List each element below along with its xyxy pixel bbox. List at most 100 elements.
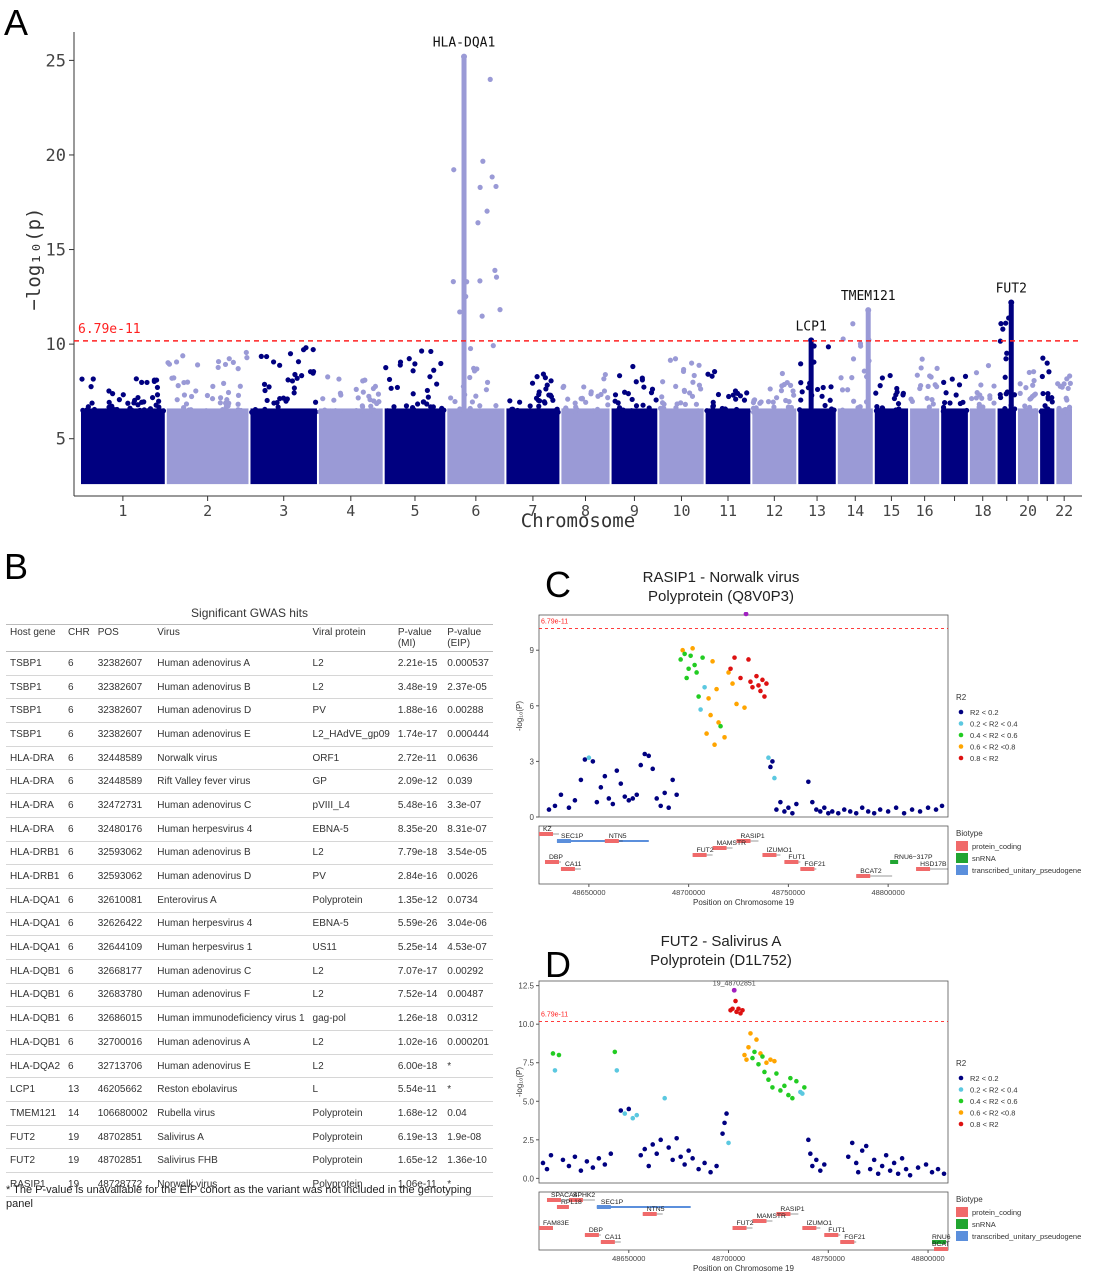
snp-point bbox=[419, 348, 425, 354]
snp-point bbox=[264, 397, 270, 404]
panel-c-snp-point bbox=[742, 705, 747, 710]
snp-point bbox=[520, 409, 526, 415]
panel-d-snp-point bbox=[726, 1140, 731, 1146]
panel-c-snp-point bbox=[666, 805, 671, 811]
panel-d-snp-point bbox=[614, 1068, 620, 1073]
chromosome-band bbox=[997, 408, 1016, 485]
cell-pvalue-mi: 5.59e-26 bbox=[393, 912, 444, 937]
chromosome-7-points bbox=[506, 371, 561, 485]
panel-d-snp-point bbox=[674, 1135, 679, 1141]
snp-point bbox=[210, 383, 216, 389]
snp-point bbox=[691, 372, 697, 379]
snp-point bbox=[374, 400, 380, 407]
panel-d-snp-point bbox=[760, 1054, 765, 1059]
panel-d-snp-point bbox=[774, 1071, 779, 1076]
snp-point bbox=[791, 392, 797, 398]
panel-d-snp-point bbox=[696, 1166, 701, 1172]
snp-point bbox=[712, 409, 718, 415]
snp-point bbox=[969, 395, 975, 402]
cell-pvalue-mi: 7.79e-18 bbox=[393, 841, 444, 866]
panel-c-snp-point bbox=[917, 809, 923, 814]
cell-pvalue-mi: 2.09e-12 bbox=[393, 769, 444, 795]
peak-top-point bbox=[865, 307, 872, 314]
snp-point bbox=[141, 407, 147, 413]
panel-d-snp-point bbox=[626, 1106, 632, 1112]
snp-point bbox=[262, 387, 268, 394]
peak-label: TMEM121 bbox=[841, 289, 896, 304]
snp-point bbox=[851, 398, 857, 404]
snp-point bbox=[477, 403, 483, 409]
panel-d-gene-box bbox=[539, 1226, 553, 1230]
snp-point bbox=[560, 384, 566, 391]
gwas-hits-table: Significant GWAS hits Host gene CHR POS … bbox=[6, 603, 493, 1197]
snp-point bbox=[838, 409, 845, 415]
panel-c-gene-box bbox=[856, 874, 871, 878]
panel-d-threshold-label: 6.79e-11 bbox=[541, 1012, 568, 1019]
panel-c-snp-point bbox=[732, 655, 737, 660]
cell-virus: Human adenovirus D bbox=[153, 864, 309, 889]
snp-point bbox=[317, 409, 323, 415]
panel-d-gene-label: NTN5 bbox=[647, 1206, 665, 1213]
cell-viral-protein: L2 bbox=[308, 675, 394, 700]
panel-d-letter: D bbox=[545, 944, 571, 985]
snp-point bbox=[873, 390, 879, 396]
panel-c-snp-point bbox=[650, 766, 656, 772]
snp-point bbox=[674, 401, 680, 407]
cell-virus: Enterovirus A bbox=[153, 888, 309, 913]
x-tick-label: 5 bbox=[410, 502, 419, 520]
snp-point bbox=[581, 384, 587, 390]
panel-d-snp-point bbox=[814, 1157, 819, 1163]
panel-d-snp-point bbox=[752, 1049, 757, 1055]
panel-d-snp-point bbox=[686, 1148, 691, 1153]
snp-point bbox=[659, 400, 666, 406]
snp-point bbox=[477, 184, 483, 190]
snp-point bbox=[320, 396, 326, 402]
snp-point bbox=[527, 409, 533, 415]
cell-host-gene: HLA-DRB1 bbox=[6, 841, 65, 866]
y-axis-label: −log₁₀(p) bbox=[23, 208, 45, 311]
snp-point bbox=[221, 380, 227, 386]
snp-point bbox=[998, 321, 1004, 327]
snp-point bbox=[887, 372, 893, 379]
snp-point bbox=[110, 391, 116, 397]
panel-d-y-tick-label: 12.5 bbox=[518, 982, 534, 991]
panel-c-gene-box bbox=[539, 832, 553, 836]
panel-c-snp-point bbox=[594, 799, 600, 805]
snp-point bbox=[542, 400, 548, 406]
snp-point bbox=[359, 404, 366, 410]
panel-d-snp-point bbox=[646, 1163, 652, 1169]
snp-point bbox=[639, 375, 645, 381]
snp-point bbox=[366, 393, 372, 399]
cell-pvalue-eip: 0.0734 bbox=[443, 888, 493, 913]
cell-host-gene: HLA-DQB1 bbox=[6, 1030, 65, 1055]
snp-point bbox=[601, 388, 608, 394]
panel-c-gene-label: BCAT2 bbox=[860, 868, 882, 875]
snp-point bbox=[147, 406, 154, 412]
threshold-label: 6.79e-11 bbox=[78, 322, 141, 337]
panel-d-snp-point bbox=[548, 1152, 554, 1158]
panel-d-snp-point bbox=[590, 1165, 596, 1170]
snp-point bbox=[362, 377, 368, 383]
snp-point bbox=[962, 373, 969, 379]
table-row: RASIP1 19 48728772 Norwalk virus Polyprotein… bbox=[6, 1172, 493, 1197]
table-row: HLA-DQB1 6 32700016 Human adenovirus A L2 1.0… bbox=[6, 1030, 493, 1055]
snp-point bbox=[1040, 390, 1046, 397]
cell-pvalue-eip: 0.000444 bbox=[443, 722, 493, 747]
snp-point bbox=[601, 376, 607, 382]
cell-viral-protein: Polyprotein bbox=[308, 888, 394, 913]
panel-d-snp-point bbox=[602, 1162, 608, 1167]
snp-point bbox=[484, 379, 491, 385]
snp-point bbox=[895, 401, 902, 407]
snp-point bbox=[758, 399, 764, 405]
snp-point bbox=[578, 396, 584, 402]
panel-d-snp-point bbox=[770, 1085, 775, 1090]
snp-point bbox=[397, 359, 404, 365]
panel-c-snp-point bbox=[822, 805, 827, 811]
cell-virus: Norwalk virus bbox=[153, 1172, 309, 1197]
panel-c-snp-point bbox=[762, 694, 767, 699]
snp-point bbox=[554, 406, 560, 412]
snp-point bbox=[226, 356, 232, 362]
snp-point bbox=[415, 401, 421, 407]
snp-point bbox=[798, 380, 804, 386]
panel-c-snp-point bbox=[642, 751, 648, 757]
